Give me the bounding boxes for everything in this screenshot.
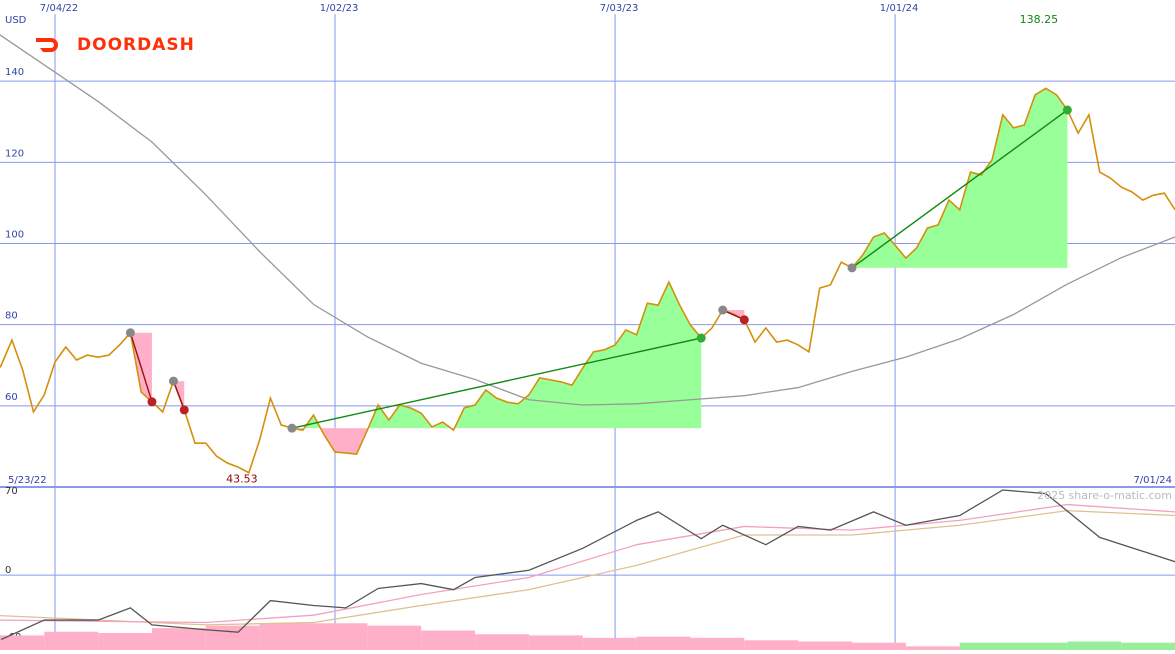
histogram-bar xyxy=(313,623,368,650)
trade-entry xyxy=(287,423,297,433)
trade-exit xyxy=(147,397,157,407)
trade-entry xyxy=(718,305,728,315)
histogram-bar xyxy=(959,642,1014,650)
histogram-bar xyxy=(852,642,906,650)
range-start: 5/23/22 xyxy=(8,475,47,486)
trade-entry xyxy=(847,263,857,273)
trade-entry xyxy=(168,376,178,386)
histogram-bar xyxy=(1067,641,1122,650)
y-tick-label: 120 xyxy=(5,148,24,159)
trade-fill xyxy=(722,310,745,320)
y-tick-label: 70 xyxy=(5,486,18,497)
x-tick-label: 7/04/22 xyxy=(40,3,79,14)
logo-text: DOORDASH xyxy=(77,35,195,55)
price-line xyxy=(0,87,1175,474)
histogram-bar xyxy=(798,641,852,650)
trade-exit xyxy=(1062,105,1072,115)
trade-line xyxy=(291,337,702,429)
indicator-line xyxy=(0,489,1175,641)
moving-average xyxy=(0,34,1175,406)
x-tick-label: 1/01/24 xyxy=(880,3,919,14)
trade-line xyxy=(129,332,153,402)
y-tick-label: 80 xyxy=(5,311,18,322)
histogram-bar xyxy=(151,628,206,650)
histogram-bar xyxy=(582,637,637,650)
range-end: 7/01/24 xyxy=(1133,475,1172,486)
y-tick-label: 60 xyxy=(5,392,18,403)
trade-exit xyxy=(179,405,189,415)
currency: USD xyxy=(5,15,27,26)
value-label: 138.25 xyxy=(1020,13,1059,26)
trade-fill xyxy=(291,282,702,429)
indicator-line xyxy=(0,510,1175,626)
histogram-bar xyxy=(744,640,799,650)
indicator-line xyxy=(0,503,1175,624)
histogram-bar xyxy=(0,635,45,650)
y-tick-label: 100 xyxy=(5,230,24,241)
histogram-bar xyxy=(690,637,745,650)
histogram-bar xyxy=(205,625,260,650)
logo-icon xyxy=(36,38,58,52)
histogram-bar xyxy=(98,632,152,650)
trade-line xyxy=(851,109,1068,269)
trade-line xyxy=(172,380,185,411)
histogram-bar xyxy=(905,646,960,650)
value-label: 43.53 xyxy=(226,473,258,486)
histogram-bar xyxy=(1013,642,1068,650)
trade-exit xyxy=(739,315,749,325)
histogram-bar xyxy=(636,636,691,650)
histogram-bar xyxy=(475,634,529,650)
histogram-bar xyxy=(421,630,476,650)
trade-exit xyxy=(696,333,706,343)
logo: DOORDASH xyxy=(36,35,195,55)
trade-entry xyxy=(125,328,135,338)
trade-fill xyxy=(852,88,1068,268)
histogram-bar xyxy=(44,631,99,650)
histogram-bar xyxy=(259,623,314,650)
histogram-bar xyxy=(367,625,422,650)
x-tick-label: 7/03/23 xyxy=(600,3,639,14)
histogram-bar xyxy=(1121,642,1175,650)
y-tick-label: 0 xyxy=(5,565,11,576)
y-tick-label: 140 xyxy=(5,67,24,78)
watermark: 2025 share-o-matic.com xyxy=(1037,489,1172,502)
x-tick-label: 1/02/23 xyxy=(320,3,359,14)
histogram-bar xyxy=(528,635,583,650)
trade-fill xyxy=(291,428,702,455)
